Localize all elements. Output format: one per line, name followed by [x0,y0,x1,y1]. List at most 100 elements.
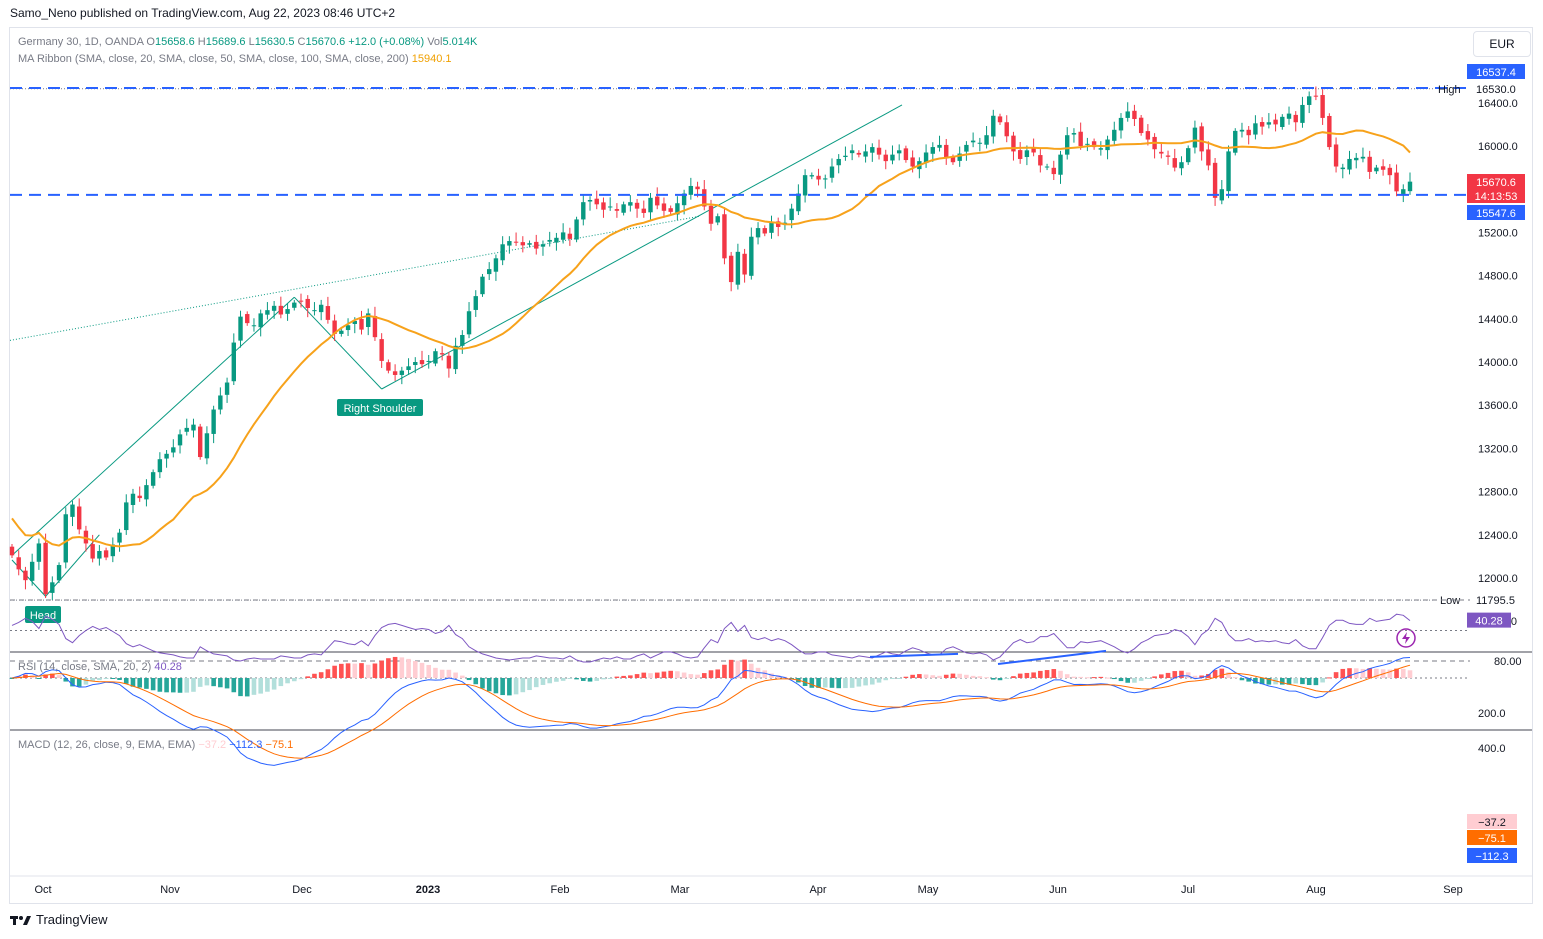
macd-histogram-bar [1266,678,1272,685]
footer-brand[interactable]: TradingView [10,912,108,927]
price-badge-text: 15547.6 [1476,208,1516,220]
candle-body [43,542,48,595]
macd-histogram-bar [1394,668,1399,678]
high-value: 15689.6 [205,36,246,48]
macd-histogram-bar [809,678,815,688]
candle-body [36,543,42,562]
candle-body [957,153,962,161]
candle-body [191,424,196,431]
candle-body [1138,117,1144,134]
candle-body [1098,148,1104,150]
ma-value: 15940.1 [411,53,452,65]
candle-body [197,426,203,458]
macd-histogram-bar [533,678,539,688]
candle-body [802,175,808,196]
candle-body [1024,150,1030,158]
candle-body [171,447,176,453]
ma-legend[interactable]: MA Ribbon (SMA, close, 20, SMA, close, 5… [18,53,452,65]
rsi-legend[interactable]: RSI (14, close, SMA, 20, 2) 40.28 [18,661,182,673]
macd-histogram-bar [910,674,915,678]
candle-body [984,135,989,145]
candle-body [150,472,156,486]
candle-body [970,140,976,143]
macd-histogram-bar [103,678,109,679]
candle-body [325,306,331,320]
macd-histogram-bar [97,678,102,681]
macd-histogram-bar [1192,675,1198,678]
candle-body [991,115,996,137]
macd-legend[interactable]: MACD (12, 26, close, 9, EMA, EMA) −37.2 … [18,739,293,751]
candle-body [527,243,532,245]
currency-button[interactable]: EUR [1473,31,1531,57]
candle-body [930,147,935,154]
macd-histogram-bar [412,661,418,678]
time-tick-label: Aug [1306,884,1326,896]
low-label: Low [1440,595,1460,607]
candle-body [211,409,216,434]
macd-histogram-bar [352,663,358,678]
time-tick-label: Jun [1049,884,1067,896]
macd-histogram-bar [130,678,136,687]
macd-histogram-bar [890,678,895,680]
macd-histogram-bar [507,678,512,696]
candle-body [1239,129,1245,132]
macd-histogram-bar [285,678,290,684]
candle-body [910,157,915,167]
macd-line [11,657,1411,766]
macd-histogram-bar [1111,678,1117,680]
right-shoulder-annotation: Right Shoulder [337,399,423,416]
price-tick-label: 14800.0 [1478,271,1518,283]
candle-body [923,152,929,164]
candle-body [749,236,754,276]
candle-body [265,310,270,315]
candle-body [1360,156,1366,159]
candle-body [1320,95,1325,118]
candle-body [829,166,835,178]
candle-body [379,339,384,361]
macd-histogram-bar [150,678,156,691]
candle-body [359,319,364,330]
macd-histogram-bar [903,676,909,678]
candle-body [789,208,794,221]
candle-body [1273,119,1278,125]
price-tick-label: 14000.0 [1478,357,1518,369]
low-value-label: 11795.5 [1476,595,1515,607]
price-tick-label: 15200.0 [1478,227,1518,239]
candle-body [164,453,169,459]
macd-histogram-bar [493,678,499,694]
candle-body [500,244,505,261]
candle-body [594,198,599,205]
macd-histogram-bar [554,678,559,682]
candle-body [661,203,667,211]
macd-histogram-bar [211,678,216,687]
candle-body [63,514,68,563]
macd-histogram-bar [843,678,848,689]
candle-body [1192,127,1198,148]
macd-histogram-bar [1058,670,1063,678]
macd-histogram-bar [742,659,747,678]
candle-body [534,241,539,249]
macd-histogram-bar [184,678,190,693]
macd-title[interactable]: MACD (12, 26, close, 9, EMA, EMA) [18,739,196,751]
rsi-title[interactable]: RSI (14, close, SMA, 20, 2) [18,661,152,673]
candle-body [1038,155,1043,166]
macd-histogram-bar [634,674,640,678]
candle-body [453,345,458,370]
candle-body [332,320,337,334]
macd-histogram-bar [1132,678,1137,683]
macd-histogram-bar [722,664,727,678]
macd-histogram-bar [406,658,411,678]
macd-histogram-bar [970,675,976,678]
candle-body [184,427,189,432]
candle-body [97,551,102,559]
macd-histogram-bar [1185,672,1191,678]
macd-histogram-bar [621,675,626,678]
macd-histogram-bar [950,673,956,678]
ma-title[interactable]: MA Ribbon (SMA, close, 20, SMA, close, 5… [18,53,409,65]
symbol-title[interactable]: Germany 30, 1D, OANDA [18,36,144,48]
close-value: 15670.6 [305,36,346,48]
candle-body [399,370,405,375]
symbol-legend[interactable]: Germany 30, 1D, OANDA O15658.6 H15689.6 … [18,36,477,48]
macd-histogram-bar [218,678,223,688]
